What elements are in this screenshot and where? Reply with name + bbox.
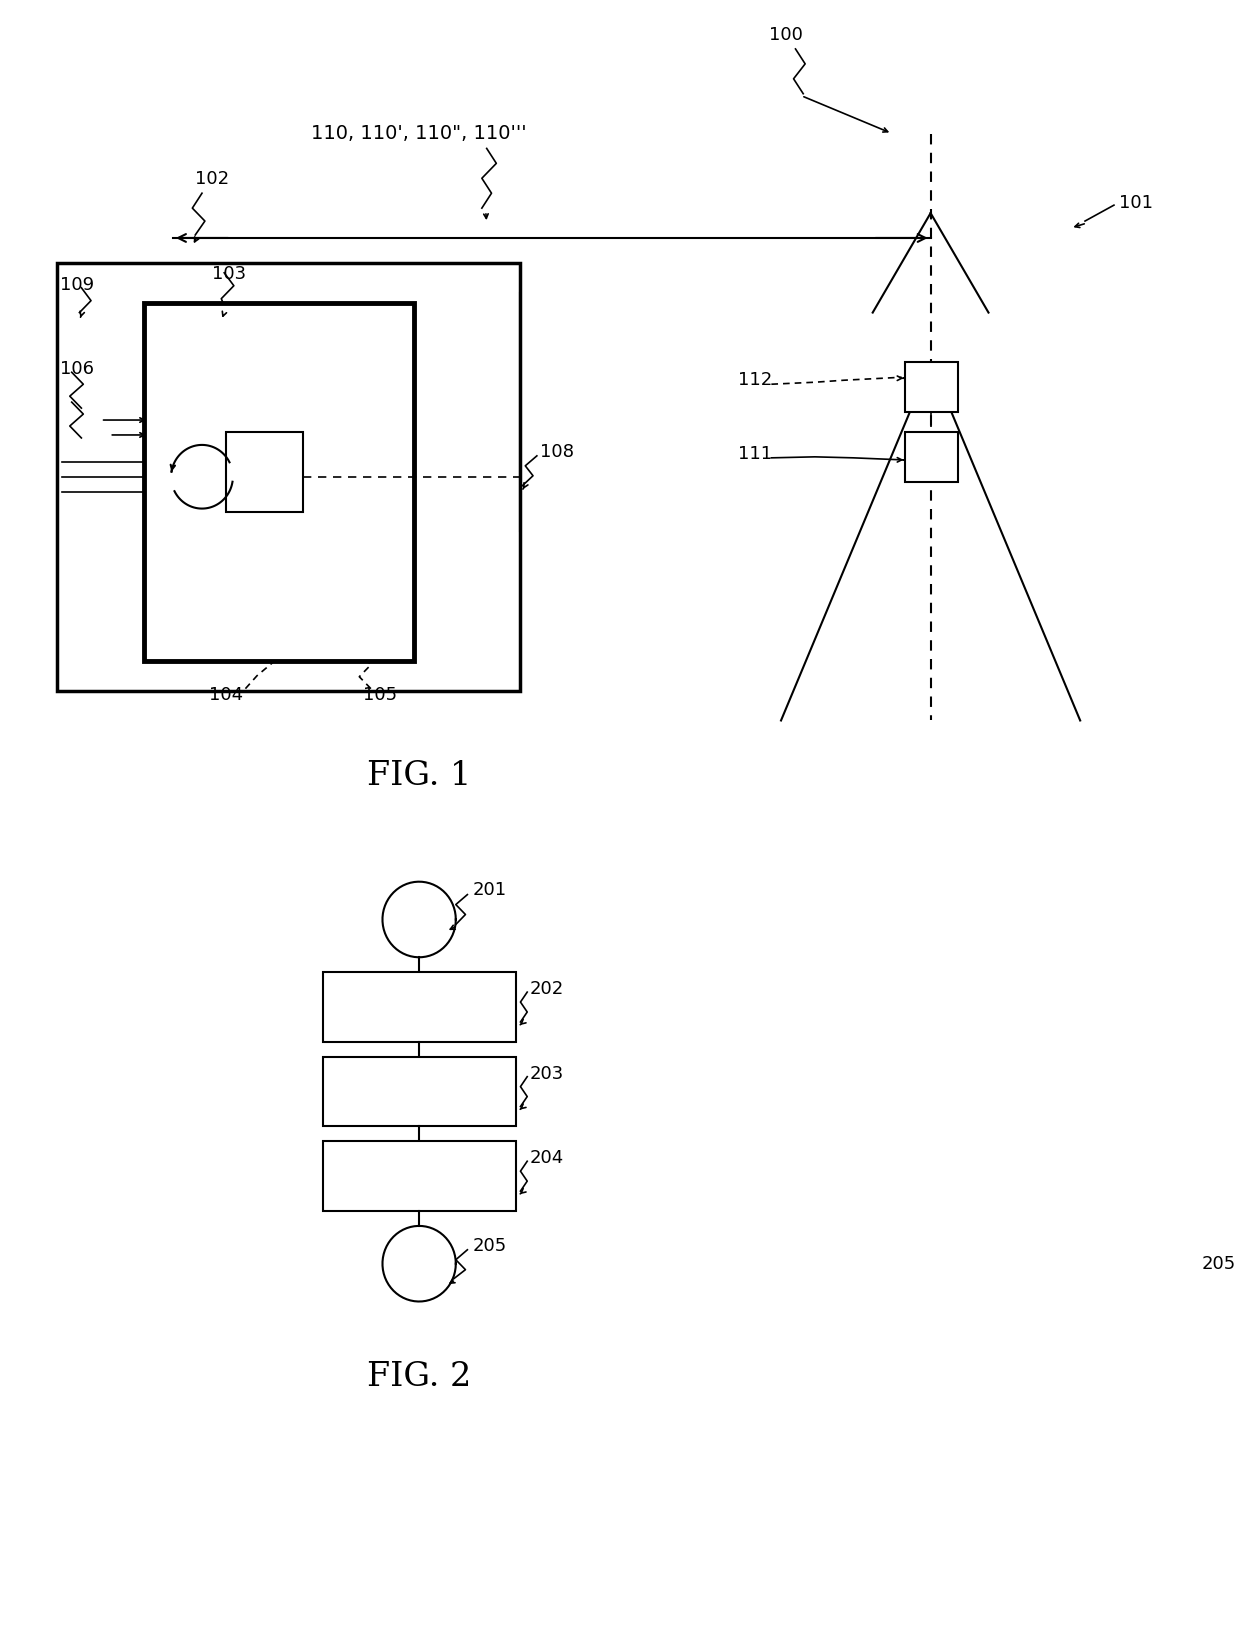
Text: 105: 105 bbox=[363, 686, 398, 704]
Text: 111: 111 bbox=[738, 444, 771, 462]
Bar bbox=[322, 1141, 516, 1211]
Bar bbox=[57, 263, 521, 691]
Bar bbox=[904, 431, 957, 482]
Bar bbox=[144, 302, 414, 660]
Text: 204: 204 bbox=[531, 1149, 564, 1167]
Text: 203: 203 bbox=[531, 1065, 564, 1083]
Text: 102: 102 bbox=[195, 170, 228, 188]
Text: 205: 205 bbox=[1202, 1255, 1236, 1273]
Text: FIG. 1: FIG. 1 bbox=[367, 760, 471, 792]
Text: 205: 205 bbox=[472, 1237, 506, 1255]
Text: FIG. 2: FIG. 2 bbox=[367, 1361, 471, 1394]
Text: 103: 103 bbox=[212, 265, 246, 283]
Text: 110, 110', 110", 110''': 110, 110', 110", 110''' bbox=[311, 124, 527, 144]
Text: 201: 201 bbox=[472, 881, 506, 899]
Text: 108: 108 bbox=[539, 443, 574, 461]
Bar bbox=[904, 363, 957, 412]
Text: 112: 112 bbox=[738, 371, 771, 389]
Text: 100: 100 bbox=[769, 26, 802, 44]
Text: 202: 202 bbox=[531, 980, 564, 998]
Text: 104: 104 bbox=[210, 686, 243, 704]
Text: 106: 106 bbox=[60, 361, 94, 379]
Bar bbox=[226, 431, 304, 511]
Text: 101: 101 bbox=[1118, 194, 1153, 212]
Bar bbox=[322, 972, 516, 1042]
Bar bbox=[322, 1057, 516, 1126]
Text: 109: 109 bbox=[60, 276, 94, 294]
